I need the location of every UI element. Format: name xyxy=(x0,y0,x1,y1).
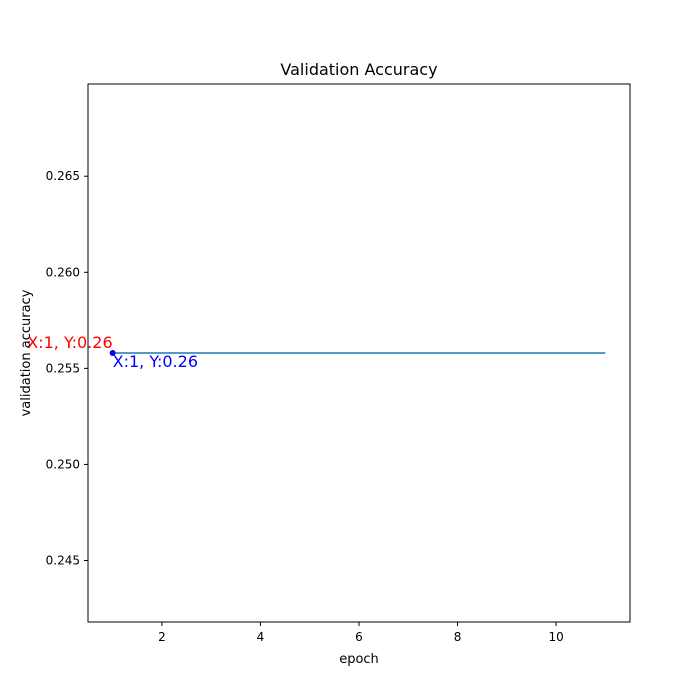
point-annotation: X:1, Y:0.26 xyxy=(113,352,198,371)
point-annotation: X:1, Y:0.26 xyxy=(27,333,112,352)
highlight-point xyxy=(109,350,116,356)
y-tick-label: 0.260 xyxy=(46,265,80,279)
x-tick-label: 10 xyxy=(548,630,563,644)
y-axis-label: validation accuracy xyxy=(19,289,34,416)
y-tick-label: 0.255 xyxy=(46,361,80,375)
plot-area: 2 4 6 8 10 0.245 0.250 0.255 0.260 0.265 Validatio… xyxy=(19,60,631,667)
chart-title: Validation Accuracy xyxy=(280,60,437,79)
x-tick-label: 2 xyxy=(158,630,166,644)
y-tick-label: 0.245 xyxy=(46,554,80,568)
y-tick-label: 0.250 xyxy=(46,457,80,471)
x-axis-label: epoch xyxy=(339,652,379,667)
x-tick-label: 8 xyxy=(454,630,462,644)
y-tick-label: 0.265 xyxy=(46,169,80,183)
x-tick-label: 6 xyxy=(355,630,363,644)
x-tick-label: 4 xyxy=(257,630,265,644)
